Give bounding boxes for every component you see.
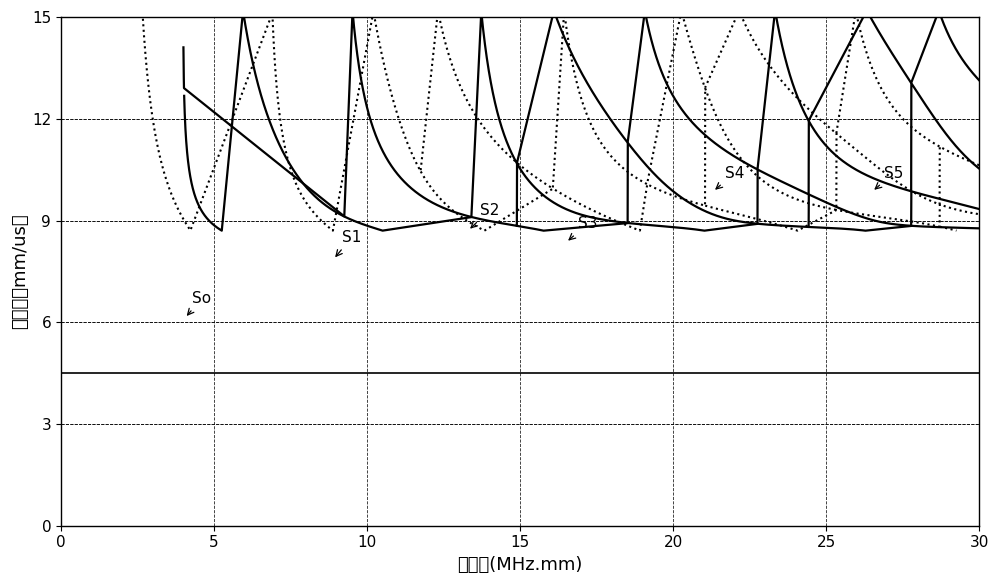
X-axis label: 频厕积(MHz.mm): 频厕积(MHz.mm) xyxy=(457,556,583,574)
Text: S4: S4 xyxy=(716,166,744,189)
Text: So: So xyxy=(188,291,211,315)
Text: S5: S5 xyxy=(875,166,903,189)
Y-axis label: 相速度（mm/us）: 相速度（mm/us） xyxy=(11,214,29,329)
Text: S3: S3 xyxy=(569,216,597,240)
Text: S2: S2 xyxy=(471,203,499,228)
Text: S1: S1 xyxy=(336,230,361,256)
